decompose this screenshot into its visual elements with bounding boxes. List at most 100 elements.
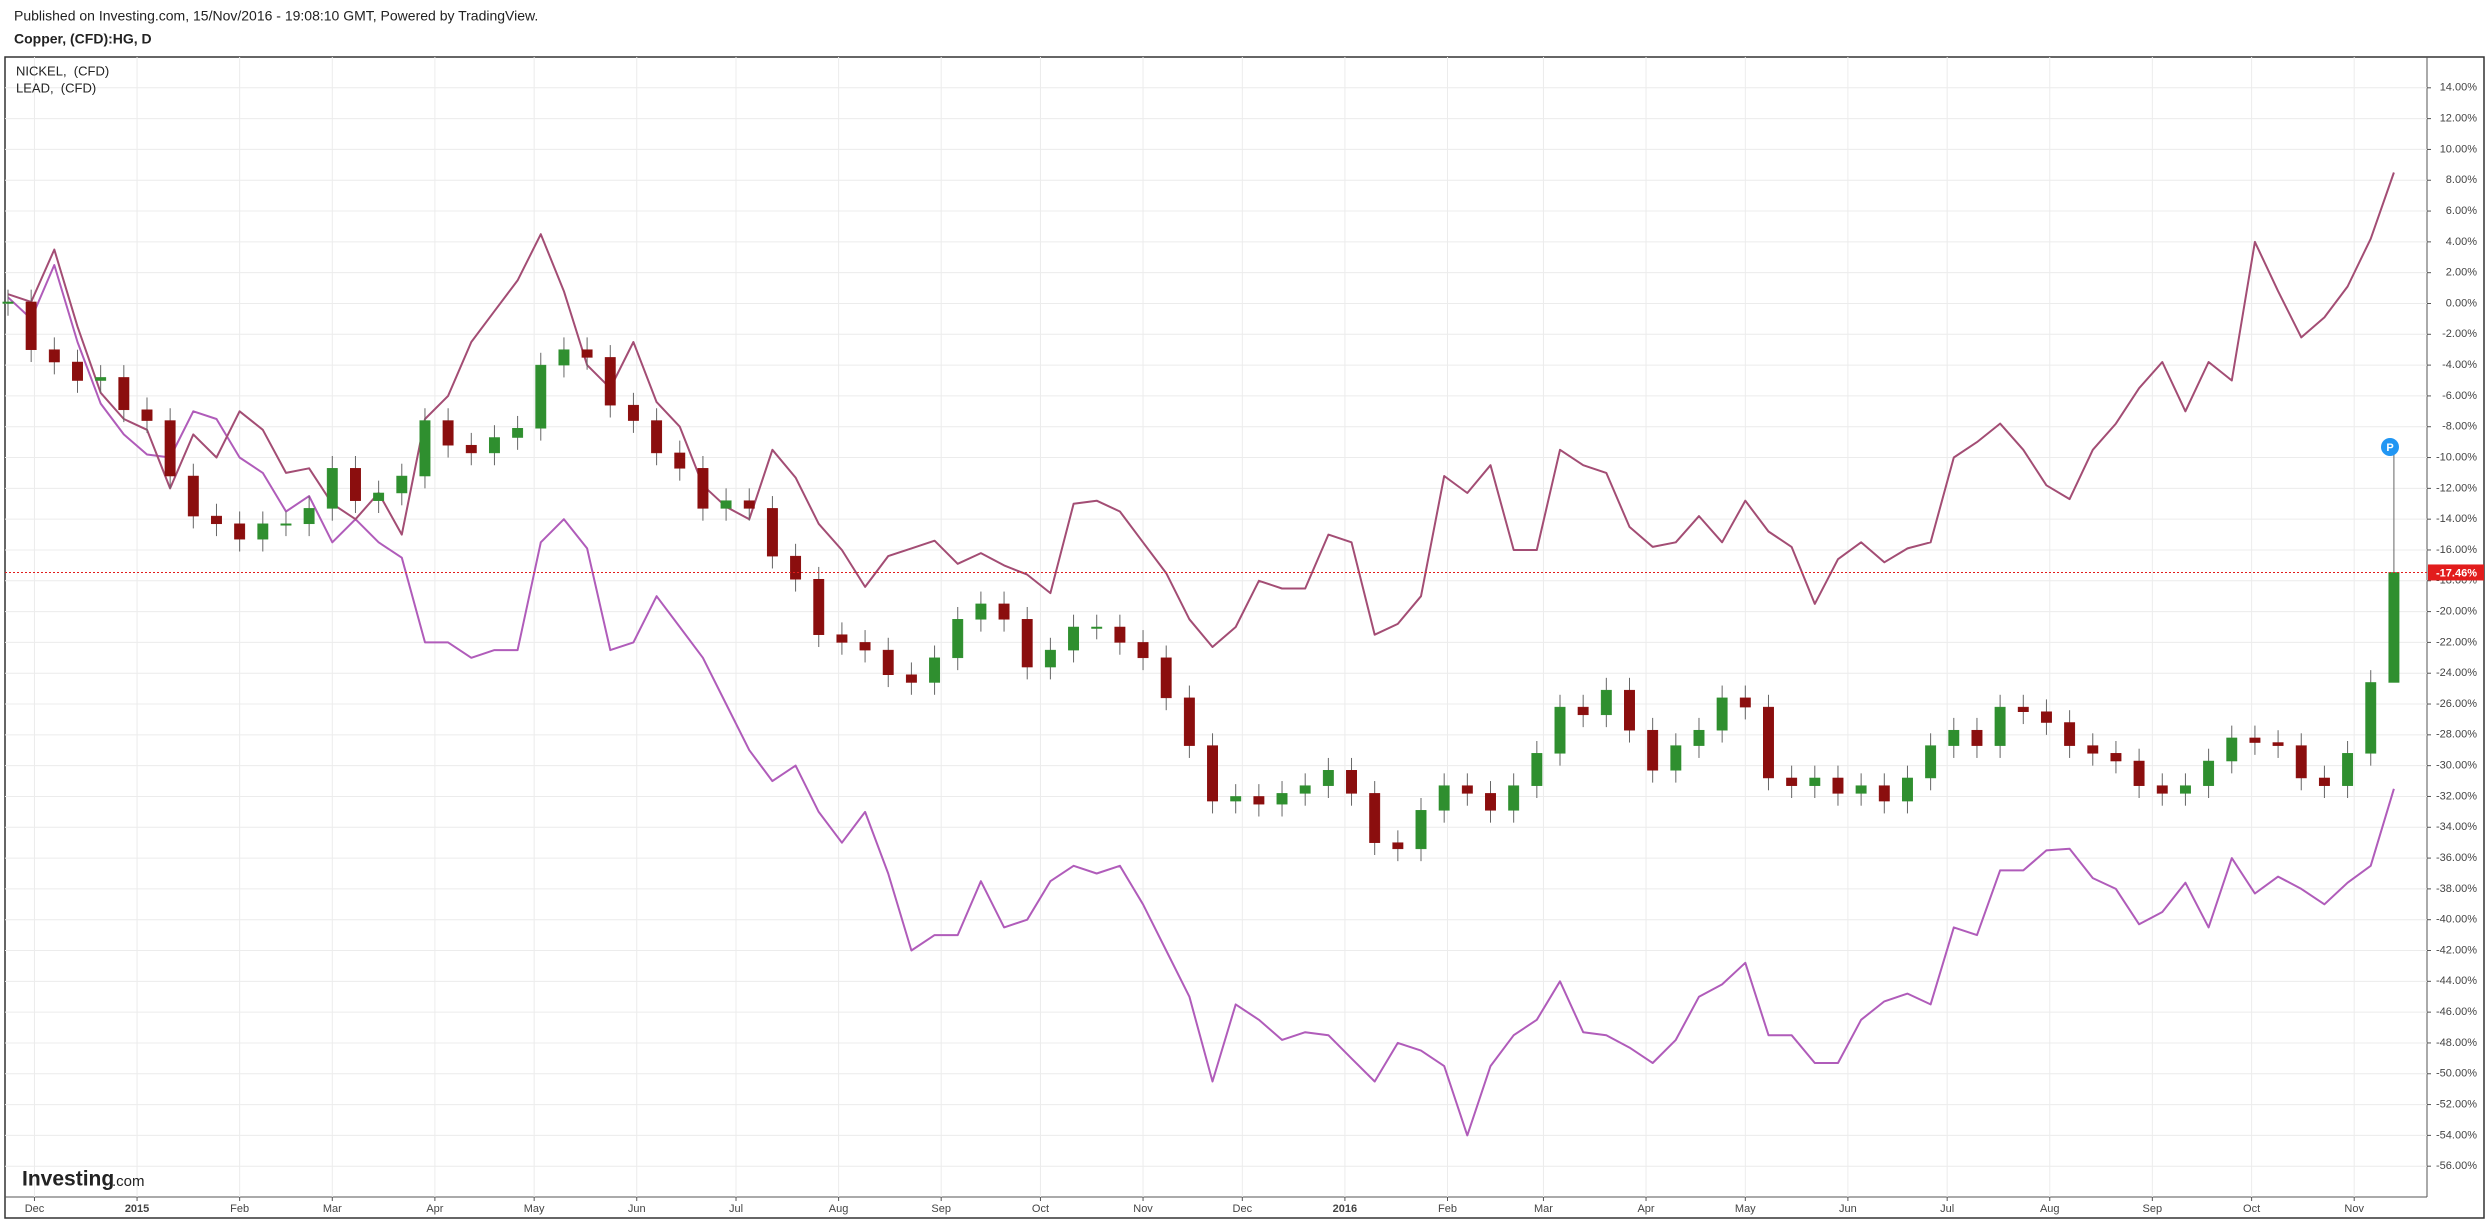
candle-body xyxy=(1091,626,1103,629)
candle-body xyxy=(1901,777,1913,802)
x-tick-label: Aug xyxy=(2040,1203,2060,1215)
candle-body xyxy=(1137,642,1149,659)
candle-body xyxy=(2365,682,2377,754)
x-tick-label: Mar xyxy=(323,1203,342,1215)
candle-body xyxy=(2249,737,2261,743)
candle-body xyxy=(488,437,500,454)
candle-body xyxy=(95,377,107,381)
candle-body xyxy=(1044,649,1056,668)
candle-body xyxy=(1786,777,1798,786)
candle-body xyxy=(1485,793,1496,811)
y-tick-label: 8.00% xyxy=(2446,174,2477,186)
y-tick-label: -28.00% xyxy=(2436,729,2477,741)
y-tick-label: -14.00% xyxy=(2436,513,2477,525)
candle-body xyxy=(1554,706,1566,754)
watermark-suffix: .com xyxy=(112,1173,145,1190)
candle-body xyxy=(1971,729,1983,746)
price-label-box xyxy=(2428,564,2484,581)
candle-body xyxy=(2342,753,2354,786)
candle-body xyxy=(1207,745,1218,802)
y-tick-label: -36.00% xyxy=(2436,852,2477,864)
y-tick-label: -26.00% xyxy=(2436,698,2477,710)
legend-entry: NICKEL, (CFD) xyxy=(16,63,109,78)
x-tick-label: Nov xyxy=(2344,1203,2364,1215)
candle-body xyxy=(1276,793,1288,805)
y-tick-label: -32.00% xyxy=(2436,790,2477,802)
candle-body xyxy=(1855,785,1867,794)
x-tick-label: Sep xyxy=(931,1203,951,1215)
candle-body xyxy=(859,642,871,651)
candle-body xyxy=(1415,810,1427,850)
y-tick-label: 2.00% xyxy=(2446,267,2477,279)
candle-body xyxy=(280,523,292,526)
candle-body xyxy=(187,475,199,517)
x-tick-label: Nov xyxy=(1133,1203,1153,1215)
x-tick-label: Oct xyxy=(2243,1203,2260,1215)
candle-body xyxy=(998,603,1010,620)
marker-circle xyxy=(2381,438,2399,456)
candle-body xyxy=(1809,777,1821,786)
x-tick-label: Feb xyxy=(230,1203,249,1215)
x-tick-label: May xyxy=(524,1203,545,1215)
candle-body xyxy=(1508,785,1520,811)
y-tick-label: -52.00% xyxy=(2436,1098,2477,1110)
candle-body xyxy=(1346,770,1357,794)
candle-body xyxy=(766,508,778,557)
y-tick-label: -46.00% xyxy=(2436,1006,2477,1018)
candle-body xyxy=(211,515,222,525)
x-tick-label: Dec xyxy=(25,1203,45,1215)
y-tick-label: 0.00% xyxy=(2446,297,2477,309)
candle-body xyxy=(1369,793,1381,843)
candle-body xyxy=(2133,760,2145,786)
candle-body xyxy=(1832,777,1844,794)
candle-body xyxy=(350,468,361,501)
candle-body xyxy=(373,492,385,501)
candle-body xyxy=(720,500,732,509)
y-tick-label: -34.00% xyxy=(2436,821,2477,833)
x-tick-label: Jul xyxy=(1940,1203,1954,1215)
x-tick-label: 2015 xyxy=(125,1203,149,1215)
y-tick-label: -44.00% xyxy=(2436,975,2477,987)
candle-body xyxy=(419,420,431,477)
candle-body xyxy=(465,444,477,454)
candle-body xyxy=(697,468,709,509)
candle-body xyxy=(1600,689,1612,716)
x-tick-label: Aug xyxy=(829,1203,849,1215)
candle-body xyxy=(1925,745,1937,779)
y-tick-label: -50.00% xyxy=(2436,1068,2477,1080)
x-tick-label: Jun xyxy=(1839,1203,1857,1215)
y-tick-label: -4.00% xyxy=(2442,359,2477,371)
chart-title: Copper, (CFD):HG, D xyxy=(14,31,152,47)
candle-body xyxy=(1994,706,2006,746)
candle-body xyxy=(442,420,454,446)
y-tick-label: -10.00% xyxy=(2436,451,2477,463)
y-tick-label: -54.00% xyxy=(2436,1129,2477,1141)
candle-body xyxy=(1438,785,1450,811)
candle-body xyxy=(2272,742,2284,746)
marker-label: P xyxy=(2386,442,2393,454)
candle-body xyxy=(25,301,37,350)
candle-body xyxy=(2087,745,2099,754)
candle-body xyxy=(2040,711,2052,723)
chart-frame xyxy=(4,56,2485,1219)
candle-body xyxy=(1624,689,1635,731)
y-tick-label: 12.00% xyxy=(2440,113,2478,125)
candle-body xyxy=(836,634,848,643)
line-series xyxy=(7,172,2395,648)
y-tick-label: -2.00% xyxy=(2442,328,2477,340)
candle-body xyxy=(882,649,894,676)
candle-body xyxy=(2017,706,2029,712)
y-tick-label: -12.00% xyxy=(2436,482,2477,494)
y-tick-label: -56.00% xyxy=(2436,1160,2477,1172)
x-tick-label: May xyxy=(1735,1203,1756,1215)
candle-body xyxy=(1878,785,1890,802)
candle-body xyxy=(651,420,663,454)
y-tick-label: 6.00% xyxy=(2446,205,2477,217)
candle-body xyxy=(2388,572,2400,683)
candle-body xyxy=(2179,785,2191,794)
candle-body xyxy=(813,578,825,635)
y-tick-label: -38.00% xyxy=(2436,883,2477,895)
candle-body xyxy=(1461,785,1473,794)
candle-body xyxy=(1670,745,1682,771)
